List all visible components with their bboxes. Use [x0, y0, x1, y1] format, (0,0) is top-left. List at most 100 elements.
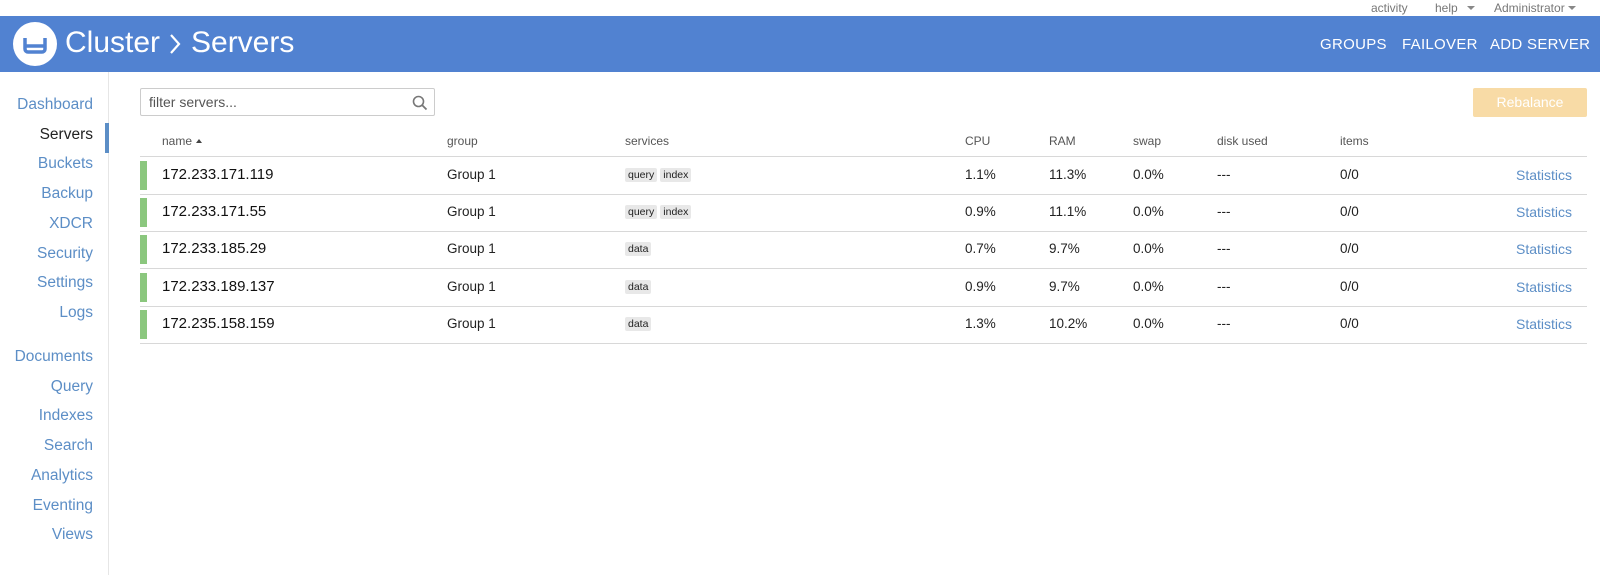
- cell-group: Group 1: [447, 241, 496, 257]
- nav-item[interactable]: Settings: [36, 274, 93, 292]
- cell-disk: ---: [1217, 241, 1231, 257]
- sidebar: Dashboard Servers Buckets Backup XDCR Securit…: [0, 72, 109, 575]
- service-tag: index: [660, 205, 692, 220]
- nav-item[interactable]: Servers: [39, 125, 93, 143]
- server-row: 172.233.171.55 Group 1 query index 0.9% 11.1%…: [140, 194, 1587, 233]
- top-link[interactable]: Administrator: [1494, 1, 1565, 15]
- nav-item[interactable]: Eventing: [32, 496, 93, 514]
- filter-placeholder: filter servers...: [149, 94, 237, 110]
- nav-item[interactable]: Backup: [41, 185, 93, 203]
- status-bar: [140, 272, 147, 302]
- rebalance-button[interactable]: Rebalance: [1473, 88, 1587, 117]
- header-action[interactable]: GROUPS: [1320, 36, 1387, 53]
- cell-ram: 11.3%: [1049, 167, 1087, 182]
- column-header: services: [625, 134, 670, 148]
- header-action[interactable]: FAILOVER: [1402, 36, 1478, 53]
- statistics-link[interactable]: Statistics: [1515, 204, 1572, 221]
- cell-cpu: 1.1%: [965, 167, 996, 182]
- nav-item[interactable]: Logs: [59, 303, 93, 321]
- cell-disk: ---: [1217, 278, 1231, 294]
- server-name: 172.235.158.159: [162, 314, 275, 332]
- top-link[interactable]: activity: [1371, 1, 1408, 15]
- cell-ram: 11.1%: [1049, 204, 1087, 220]
- cell-items: 0/0: [1340, 204, 1359, 220]
- table-rule: [140, 156, 1587, 157]
- cell-disk: ---: [1217, 315, 1231, 331]
- sort-indicator: [196, 139, 202, 143]
- service-tag: data: [625, 279, 652, 294]
- cell-swap: 0.0%: [1133, 315, 1164, 331]
- service-tag: data: [625, 242, 652, 257]
- cell-ram: 10.2%: [1049, 315, 1088, 331]
- cell-swap: 0.0%: [1133, 278, 1164, 294]
- server-name: 172.233.185.29: [162, 240, 267, 258]
- services-cell: data: [625, 278, 654, 294]
- nav-item[interactable]: Security: [37, 244, 93, 262]
- breadcrumb-item: Servers: [191, 26, 295, 59]
- column-header: swap: [1133, 134, 1162, 148]
- breadcrumb-separator: [170, 34, 181, 54]
- logo: [13, 22, 57, 66]
- nav-item[interactable]: Buckets: [37, 155, 93, 173]
- services-cell: data: [625, 240, 654, 257]
- header: Cluster Servers GROUPS FAILOVER ADD SERVER: [0, 16, 1600, 72]
- active-indicator: [105, 122, 109, 153]
- statistics-link[interactable]: Statistics: [1515, 315, 1572, 332]
- cell-group: Group 1: [447, 204, 496, 220]
- services-cell: data: [625, 315, 654, 331]
- column-header[interactable]: name: [162, 134, 193, 148]
- cell-swap: 0.0%: [1133, 167, 1164, 182]
- server-name: 172.233.171.119: [162, 166, 274, 183]
- status-bar: [140, 235, 147, 265]
- cell-items: 0/0: [1340, 315, 1359, 331]
- cell-ram: 9.7%: [1049, 241, 1080, 257]
- services-cell: query index: [625, 166, 694, 182]
- nav-item[interactable]: XDCR: [49, 214, 93, 232]
- search-icon: [412, 95, 428, 111]
- cell-cpu: 0.7%: [965, 241, 996, 257]
- nav-item[interactable]: Dashboard: [17, 96, 93, 113]
- service-tag: data: [625, 316, 652, 331]
- nav-item[interactable]: Views: [51, 526, 93, 544]
- cell-group: Group 1: [447, 167, 496, 182]
- dropdown-caret: [1568, 6, 1576, 10]
- nav-item[interactable]: Analytics: [30, 466, 93, 484]
- statistics-link[interactable]: Statistics: [1515, 278, 1572, 295]
- cell-swap: 0.0%: [1133, 241, 1164, 257]
- filter-input[interactable]: filter servers...: [140, 88, 435, 116]
- cell-items: 0/0: [1340, 167, 1359, 182]
- service-tag: index: [660, 168, 692, 182]
- cell-group: Group 1: [447, 315, 496, 331]
- server-row: 172.233.189.137 Group 1 data 0.9% 9.7% 0.0% --…: [140, 269, 1587, 307]
- nav-item[interactable]: Documents: [14, 348, 93, 365]
- cell-cpu: 0.9%: [965, 204, 996, 220]
- cell-disk: ---: [1217, 204, 1231, 220]
- header-action[interactable]: ADD SERVER: [1490, 36, 1591, 53]
- top-bar: activity help Administrator: [0, 0, 1600, 16]
- services-cell: query index: [625, 203, 694, 220]
- statistics-link[interactable]: Statistics: [1515, 167, 1572, 183]
- cell-swap: 0.0%: [1133, 204, 1164, 220]
- service-tag: query: [625, 205, 658, 220]
- statistics-link[interactable]: Statistics: [1515, 241, 1572, 258]
- cell-cpu: 0.9%: [965, 278, 996, 294]
- column-header: RAM: [1049, 134, 1076, 148]
- server-name: 172.233.171.55: [162, 203, 267, 221]
- nav-item[interactable]: Indexes: [38, 407, 93, 425]
- cell-group: Group 1: [447, 278, 496, 294]
- server-row: 172.233.171.119 Group 1 query index 1.1% 11.3…: [140, 157, 1587, 195]
- cell-ram: 9.7%: [1049, 278, 1080, 294]
- service-tag: query: [625, 168, 658, 182]
- server-row: 172.233.185.29 Group 1 data 0.7% 9.7% 0.0% ---…: [140, 231, 1587, 270]
- status-bar: [140, 161, 147, 190]
- status-bar: [140, 309, 147, 339]
- column-header: items: [1340, 134, 1369, 148]
- nav-item[interactable]: Query: [50, 377, 93, 395]
- breadcrumb-item[interactable]: Cluster: [65, 26, 161, 59]
- cell-items: 0/0: [1340, 278, 1359, 294]
- nav-item[interactable]: Search: [43, 437, 93, 455]
- server-row: 172.235.158.159 Group 1 data 1.3% 10.2% 0.0% -…: [140, 306, 1587, 344]
- column-header: CPU: [965, 134, 991, 148]
- top-link[interactable]: help: [1435, 1, 1458, 15]
